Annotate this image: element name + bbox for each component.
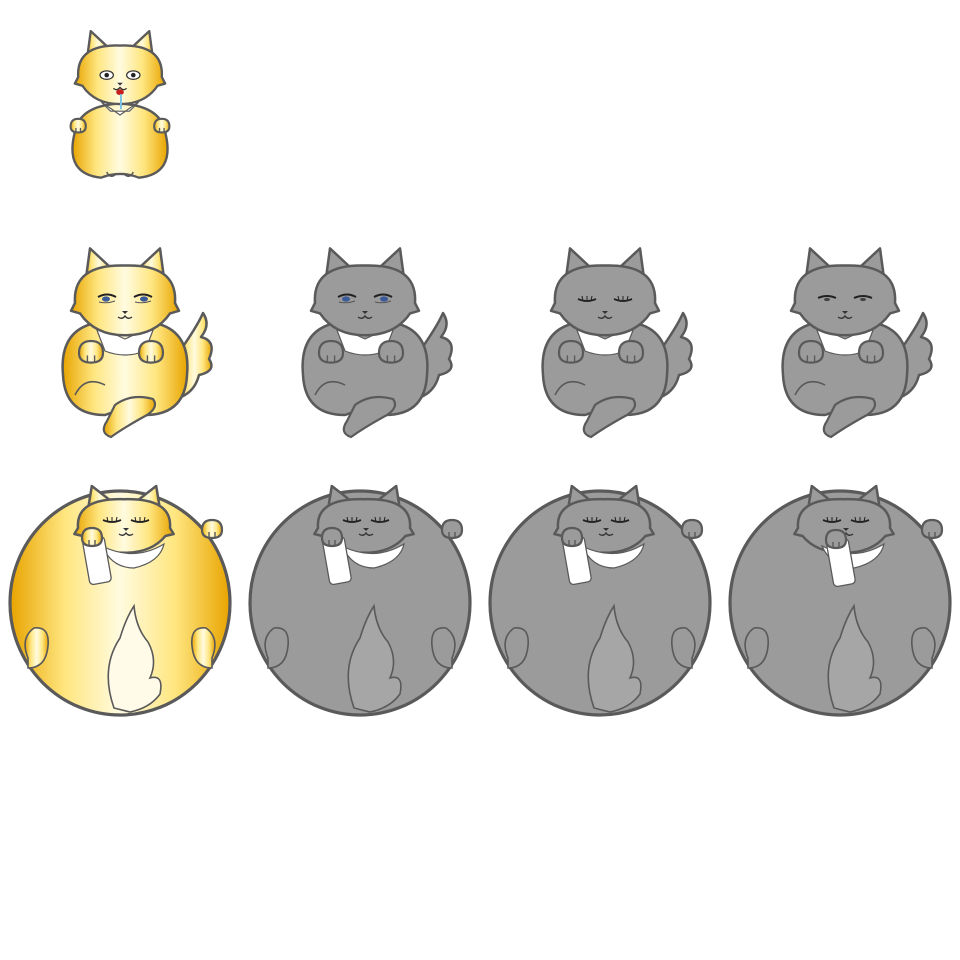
cat-sprite-6: [8, 484, 232, 717]
cat-sprite-8: [488, 484, 712, 717]
cat-sprite-2: [61, 247, 213, 439]
cat-sprite-9: [728, 484, 952, 717]
cat-sprite-3: [301, 247, 453, 439]
cat-sprite-1: [69, 29, 171, 179]
cat-sprite-5: [781, 247, 933, 439]
cat-sprite-7: [248, 484, 472, 717]
cat-sprite-4: [541, 247, 693, 439]
